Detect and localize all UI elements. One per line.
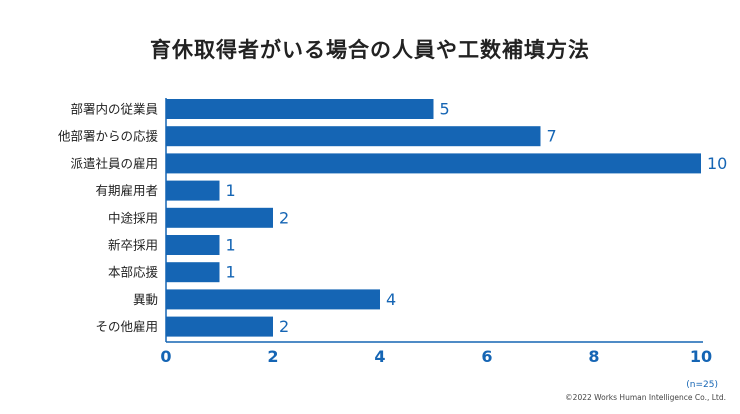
- x-tick-label-0: 0: [160, 347, 171, 366]
- category-label-2: 派遣社員の雇用: [70, 156, 158, 171]
- value-labels: 5 7 10 1 2 1 1 4 2: [226, 100, 728, 337]
- x-tick-label-1: 2: [267, 347, 278, 366]
- x-tick-label-5: 10: [690, 347, 712, 366]
- copyright-text: ©2022 Works Human Intelligence Co., Ltd.: [565, 393, 726, 402]
- bar-4: [166, 207, 273, 228]
- category-label-0: 部署内の従業員: [70, 102, 158, 117]
- x-tick-label-3: 6: [481, 347, 492, 366]
- value-label-3: 1: [226, 181, 236, 200]
- value-label-7: 4: [386, 290, 396, 309]
- x-tick-label-2: 4: [374, 347, 385, 366]
- value-label-0: 5: [440, 100, 450, 119]
- bars-group: [166, 99, 701, 337]
- bar-6: [166, 262, 220, 283]
- value-label-6: 1: [226, 263, 236, 282]
- x-tick-label-4: 8: [588, 347, 599, 366]
- value-label-5: 1: [226, 236, 236, 255]
- category-label-3: 有期雇用者: [95, 183, 158, 198]
- sample-size-note: (n=25): [686, 380, 718, 390]
- bar-1: [166, 126, 541, 147]
- chart-title: 育休取得者がいる場合の人員や工数補填方法: [150, 38, 590, 62]
- bar-2: [166, 153, 701, 174]
- category-label-7: 異動: [133, 292, 158, 307]
- category-label-8: その他雇用: [95, 319, 158, 334]
- value-label-2: 10: [707, 154, 727, 173]
- category-labels: 部署内の従業員他部署からの応援派遣社員の雇用有期雇用者中途採用新卒採用本部応援異…: [58, 102, 159, 335]
- bar-7: [166, 289, 380, 310]
- value-label-4: 2: [279, 208, 289, 227]
- category-label-5: 新卒採用: [108, 238, 158, 253]
- category-label-4: 中途採用: [108, 210, 158, 225]
- x-tick-labels: 0 2 4 6 8 10: [160, 347, 712, 366]
- bar-3: [166, 180, 220, 201]
- value-label-1: 7: [547, 127, 557, 146]
- category-label-1: 他部署からの応援: [58, 129, 159, 144]
- bar-0: [166, 99, 434, 119]
- bar-8: [166, 316, 273, 337]
- category-label-6: 本部応援: [108, 265, 159, 280]
- value-label-8: 2: [279, 317, 289, 336]
- bar-5: [166, 235, 220, 255]
